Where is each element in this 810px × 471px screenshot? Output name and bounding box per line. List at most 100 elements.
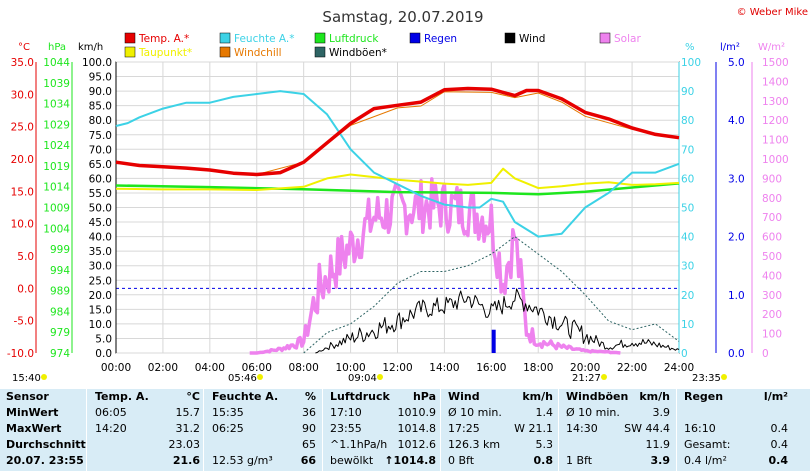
y-tick-label-pct: 100 <box>681 57 701 69</box>
table-cell: 14:20 <box>95 422 127 435</box>
y-tick-label-rain: 4.0 <box>728 115 745 127</box>
sun-icon <box>721 374 727 380</box>
y-tick-label-kmh: 90.0 <box>89 86 112 98</box>
series-tempa <box>115 86 680 177</box>
sun-icon <box>377 374 383 380</box>
unit-rain: l/m² <box>720 42 740 53</box>
y-tick-label-kmh: 85.0 <box>89 101 112 113</box>
y-tick-label-solar: 200 <box>762 309 782 321</box>
y-tick-label-temp: 20.0 <box>11 154 34 166</box>
table-cell: 126.3 km <box>448 438 501 451</box>
table-separator <box>676 389 677 471</box>
y-tick-label-hpa: 979 <box>50 327 70 339</box>
table-cell: ↑1014.8 <box>384 454 436 467</box>
y-tick-label-solar: 0 <box>762 348 769 360</box>
table-separator <box>440 389 441 471</box>
y-tick-label-temp: 25.0 <box>11 122 34 134</box>
y-tick-label-pct: 40 <box>681 232 694 244</box>
y-tick-label-solar: 800 <box>762 193 782 205</box>
table-cell: % <box>304 390 316 403</box>
x-tick-label: 04:00 <box>195 362 225 374</box>
y-tick-label-solar: 1500 <box>762 57 789 69</box>
legend-label: Windchill <box>234 47 282 59</box>
y-tick-label-solar: 1400 <box>762 76 789 88</box>
legend-label: Luftdruck <box>329 33 379 45</box>
x-tick-label: 20:00 <box>570 362 600 374</box>
table-cell: 0.4 <box>768 454 789 467</box>
y-tick-label-pct: 20 <box>681 290 694 302</box>
y-tick-label-kmh: 80.0 <box>89 115 112 127</box>
y-tick-label-rain: 2.0 <box>728 232 745 244</box>
y-tick-label-temp: -10.0 <box>7 348 34 360</box>
y-tick-label-kmh: 40.0 <box>89 232 112 244</box>
table-cell: Sensor <box>6 390 49 403</box>
y-tick-label-hpa: 1004 <box>43 223 70 235</box>
table-cell: 1010.9 <box>397 406 437 419</box>
table-cell: 65 <box>302 438 316 451</box>
table-cell: 11.9 <box>645 438 671 451</box>
y-tick-label-hpa: 1039 <box>43 78 70 90</box>
unit-temp: °C <box>18 42 30 53</box>
chart-legend: Temp. A.* Feuchte A.* Luftdruck Regen Wind So… <box>124 32 641 59</box>
legend-label: Temp. A.* <box>138 33 189 45</box>
table-cell: 1012.6 <box>397 438 437 451</box>
table-separator <box>322 389 323 471</box>
y-tick-label-rain: 5.0 <box>728 57 745 69</box>
series-wind <box>315 288 680 354</box>
table-cell: MinWert <box>6 406 59 419</box>
legend-swatch <box>314 32 326 44</box>
table-cell: Ø 10 min. <box>448 406 502 419</box>
legend-swatch <box>409 32 421 44</box>
legend-swatch <box>124 46 136 58</box>
y-tick-label-temp: 10.0 <box>11 219 34 231</box>
table-cell: km/h <box>522 390 553 403</box>
table-row: Sensor Temp. A. °C Feuchte A.% Luftdruck hPa W… <box>0 389 810 405</box>
y-tick-label-pct: 90 <box>681 86 694 98</box>
y-tick-label-hpa: 1024 <box>43 140 70 152</box>
time-marks: 15:40 05:46 09:04 21:27 23:35 <box>12 373 727 384</box>
y-tick-label-pct: 50 <box>681 203 694 215</box>
y-tick-label-kmh: 60.0 <box>89 173 112 185</box>
table-cell: bewölkt <box>330 454 374 467</box>
table-cell: 14:30 <box>566 422 598 435</box>
table-cell: 1014.8 <box>397 422 437 435</box>
y-tick-label-rain: 1.0 <box>728 290 745 302</box>
legend-swatch <box>504 32 516 44</box>
x-tick-label: 00:00 <box>101 362 131 374</box>
table-cell: 0 Bft <box>448 454 475 467</box>
y-tick-label-kmh: 35.0 <box>89 246 112 258</box>
table-cell: Regen <box>684 390 724 403</box>
x-tick-label: 18:00 <box>523 362 553 374</box>
table-row: Durchschnitt 23.03 65 ^1.1hPa/h 1012.6 126.3 … <box>0 437 810 453</box>
x-tick-label: 02:00 <box>148 362 178 374</box>
y-tick-label-pct: 30 <box>681 261 694 273</box>
table-cell: 90 <box>302 422 316 435</box>
series-taupunkt <box>115 167 680 191</box>
x-tick-label: 14:00 <box>429 362 459 374</box>
table-cell: 31.2 <box>175 422 201 435</box>
y-tick-label-hpa: 1044 <box>43 57 70 69</box>
y-tick-label-kmh: 0.0 <box>95 348 112 360</box>
table-cell: 16:10 <box>684 422 716 435</box>
y-tick-label-solar: 700 <box>762 212 782 224</box>
series-luftdruck <box>115 182 680 196</box>
table-cell: 12.53 g/m³ <box>212 454 273 467</box>
table-cell: l/m² <box>763 390 788 403</box>
unit-hpa: hPa <box>48 42 66 53</box>
y-tick-label-pct: 80 <box>681 115 694 127</box>
y-tick-label-solar: 500 <box>762 251 782 263</box>
y-tick-label-temp: 30.0 <box>11 89 34 101</box>
table-cell: SW 44.4 <box>624 422 670 435</box>
table-cell: 0.4 l/m² <box>684 454 727 467</box>
table-cell: °C <box>186 390 200 403</box>
legend-label: Regen <box>424 33 457 45</box>
x-tick-label: 22:00 <box>617 362 647 374</box>
y-tick-label-hpa: 994 <box>50 265 70 277</box>
table-cell: 3.9 <box>650 454 671 467</box>
y-tick-label-hpa: 1029 <box>43 119 70 131</box>
table-cell: Gesamt: <box>684 438 731 451</box>
table-cell: 15.7 <box>175 406 201 419</box>
table-cell: 0.4 <box>770 422 789 435</box>
table-cell: Luftdruck <box>330 390 390 403</box>
legend-swatch <box>599 32 611 44</box>
